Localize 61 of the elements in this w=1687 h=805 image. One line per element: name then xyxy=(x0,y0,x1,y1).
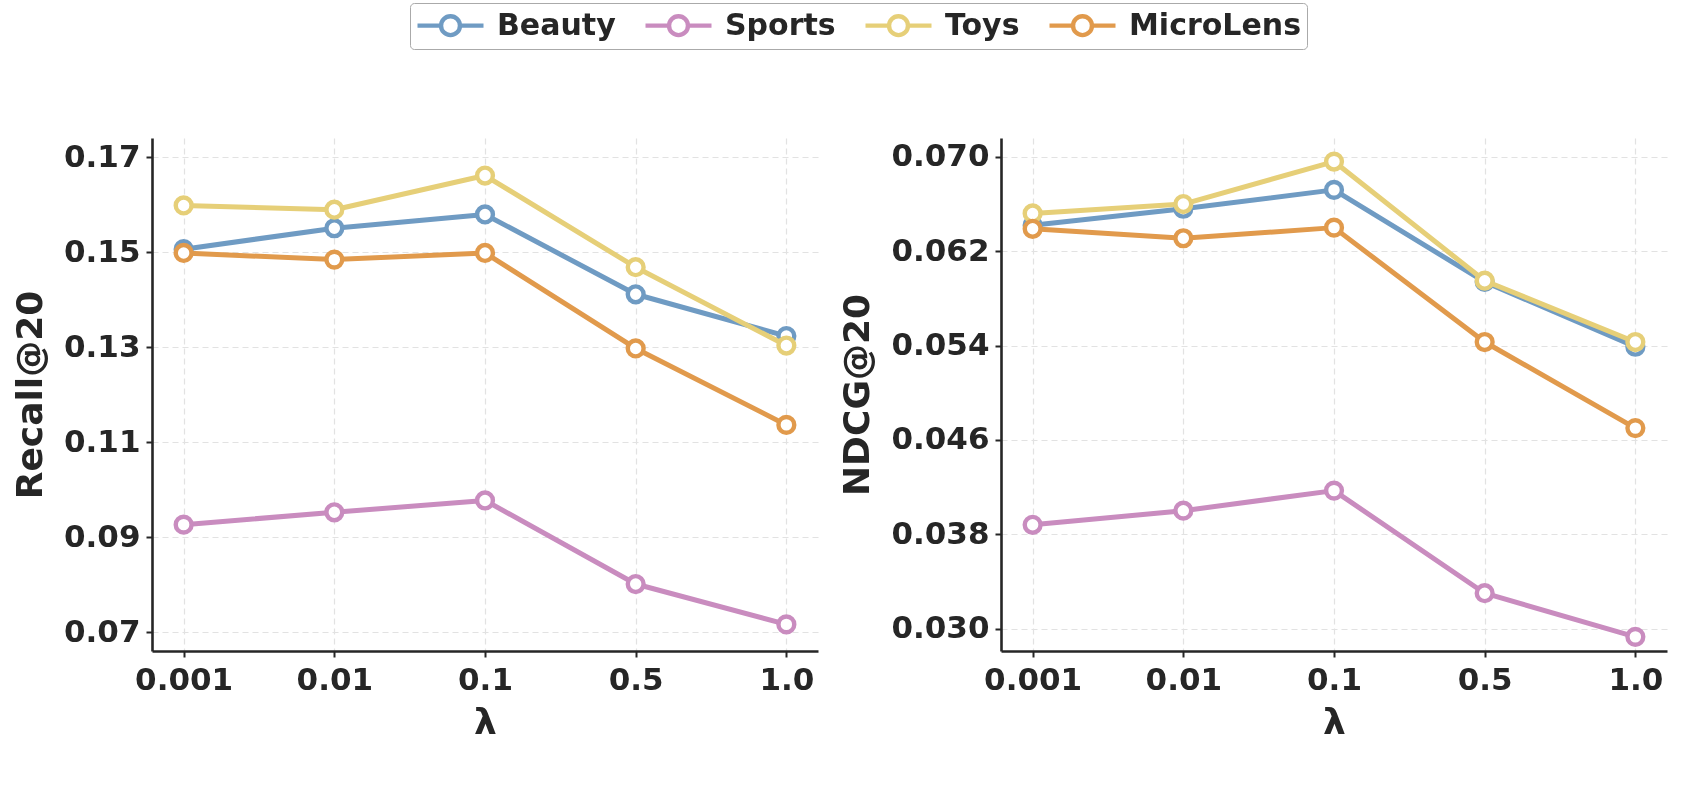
x-tick-label: 0.01 xyxy=(1145,660,1223,697)
point xyxy=(1323,217,1345,238)
y-axis-title: Recall@20 xyxy=(9,290,51,500)
point xyxy=(1173,228,1194,249)
y-tick-label: 0.09 xyxy=(64,517,141,554)
point xyxy=(1323,179,1345,200)
legend-label: Beauty xyxy=(497,6,617,42)
y-tick-label: 0.070 xyxy=(891,137,990,174)
point xyxy=(1474,583,1495,604)
point xyxy=(776,614,797,635)
point xyxy=(474,204,496,225)
point xyxy=(173,195,194,216)
legend-label: Toys xyxy=(945,6,1020,42)
y-tick-label: 0.07 xyxy=(64,612,141,649)
x-tick-label: 0.5 xyxy=(1457,660,1513,697)
x-axis-title: λ xyxy=(1323,700,1346,742)
legend-label: MicroLens xyxy=(1129,6,1302,42)
point xyxy=(324,218,345,239)
point xyxy=(1625,626,1646,647)
point xyxy=(1323,151,1345,172)
x-tick-label: 0.001 xyxy=(984,660,1083,697)
point xyxy=(625,284,646,305)
y-tick-label: 0.030 xyxy=(891,609,990,646)
y-tick-label: 0.038 xyxy=(891,514,990,551)
point xyxy=(1173,193,1194,215)
x-tick-label: 0.5 xyxy=(608,660,664,697)
point xyxy=(1625,418,1646,439)
point xyxy=(474,165,496,186)
y-tick-label: 0.17 xyxy=(64,137,141,174)
y-tick-label: 0.13 xyxy=(64,327,141,364)
point xyxy=(625,573,646,595)
point xyxy=(625,257,646,278)
x-tick-label: 0.1 xyxy=(458,660,513,697)
point xyxy=(776,335,797,356)
point xyxy=(474,490,496,511)
point xyxy=(324,199,345,220)
point xyxy=(173,514,194,535)
point xyxy=(625,338,646,359)
point xyxy=(1022,514,1043,535)
point xyxy=(324,249,345,270)
x-tick-label: 1.0 xyxy=(759,660,815,697)
point xyxy=(776,414,797,435)
x-axis-title: λ xyxy=(474,700,497,742)
y-tick-label: 0.062 xyxy=(891,231,990,268)
y-tick-label: 0.054 xyxy=(891,326,990,363)
x-tick-label: 0.001 xyxy=(135,660,234,697)
y-axis-title: NDCG@20 xyxy=(836,293,878,497)
x-tick-label: 0.1 xyxy=(1307,660,1362,697)
x-tick-label: 1.0 xyxy=(1608,660,1664,697)
point xyxy=(1022,203,1043,224)
x-tick-label: 0.01 xyxy=(296,660,374,697)
y-tick-label: 0.11 xyxy=(64,422,141,459)
y-tick-label: 0.046 xyxy=(891,420,990,457)
point xyxy=(324,502,345,523)
legend-label: Sports xyxy=(725,6,836,42)
point xyxy=(1474,331,1495,353)
point xyxy=(1625,331,1646,353)
point xyxy=(1323,480,1345,501)
point xyxy=(474,242,496,264)
y-tick-label: 0.15 xyxy=(64,232,141,269)
point xyxy=(1173,500,1194,521)
